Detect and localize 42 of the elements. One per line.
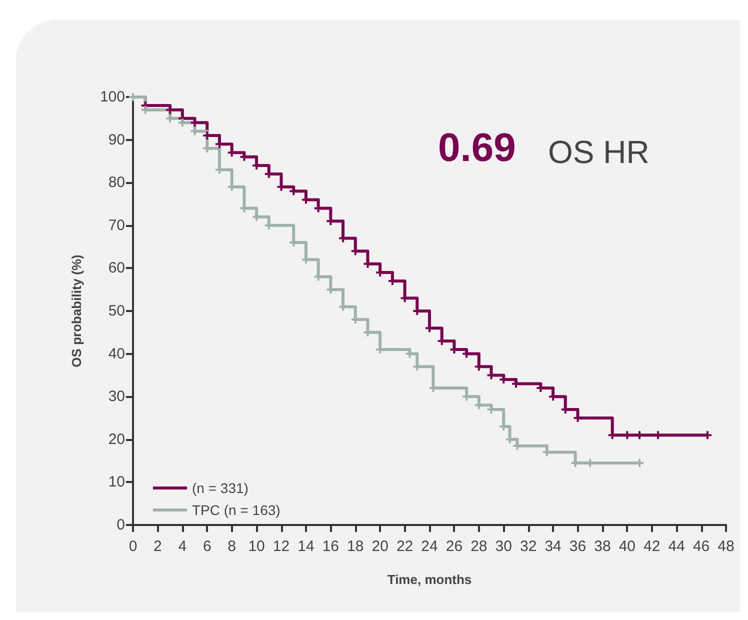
y-tick-label: 0 <box>116 516 125 534</box>
x-tick-label: 24 <box>421 538 438 555</box>
x-tick-label: 30 <box>495 538 512 555</box>
x-axis-title: Time, months <box>387 572 472 587</box>
annotation: 0.69 <box>438 126 516 170</box>
y-tick-label: 30 <box>108 388 125 406</box>
y-tick-label: 10 <box>108 474 125 491</box>
annotation: OS HR <box>548 134 650 170</box>
x-tick-label: 14 <box>298 538 314 555</box>
legend-label: (n = 331) <box>192 480 248 496</box>
x-tick-label: 48 <box>718 538 734 555</box>
x-tick-label: 34 <box>544 538 562 555</box>
y-tick-label: 100 <box>100 88 125 106</box>
y-axis-title: OS probability (%) <box>69 254 84 368</box>
x-tick-label: 22 <box>396 538 414 555</box>
x-tick-label: 12 <box>272 538 290 555</box>
x-tick-label: 28 <box>470 538 488 555</box>
x-tick-label: 16 <box>322 538 340 555</box>
y-tick-label: 80 <box>108 174 125 192</box>
x-tick-label: 32 <box>520 538 537 555</box>
x-tick-label: 0 <box>128 538 138 555</box>
x-tick-label: 4 <box>178 538 187 555</box>
x-tick-label: 18 <box>347 538 364 555</box>
x-tick-label: 36 <box>569 538 586 555</box>
y-tick-label: 50 <box>108 302 125 320</box>
y-tick-label: 20 <box>108 430 125 448</box>
x-tick-label: 26 <box>446 538 463 555</box>
x-tick-label: 2 <box>154 538 162 555</box>
y-tick-label: 90 <box>108 131 125 148</box>
x-tick-label: 10 <box>248 538 265 555</box>
y-tick-label: 70 <box>108 216 125 234</box>
x-tick-label: 20 <box>372 538 388 555</box>
y-tick-label: 40 <box>108 345 125 362</box>
legend-label: TPC (n = 163) <box>192 502 280 518</box>
x-tick-label: 46 <box>692 538 710 555</box>
x-tick-label: 6 <box>202 538 212 555</box>
x-tick-label: 44 <box>668 538 685 555</box>
x-tick-label: 38 <box>594 538 611 555</box>
x-tick-label: 8 <box>228 538 236 555</box>
y-tick-label: 60 <box>108 260 125 277</box>
x-tick-label: 42 <box>644 538 660 555</box>
x-tick-label: 40 <box>618 538 636 555</box>
